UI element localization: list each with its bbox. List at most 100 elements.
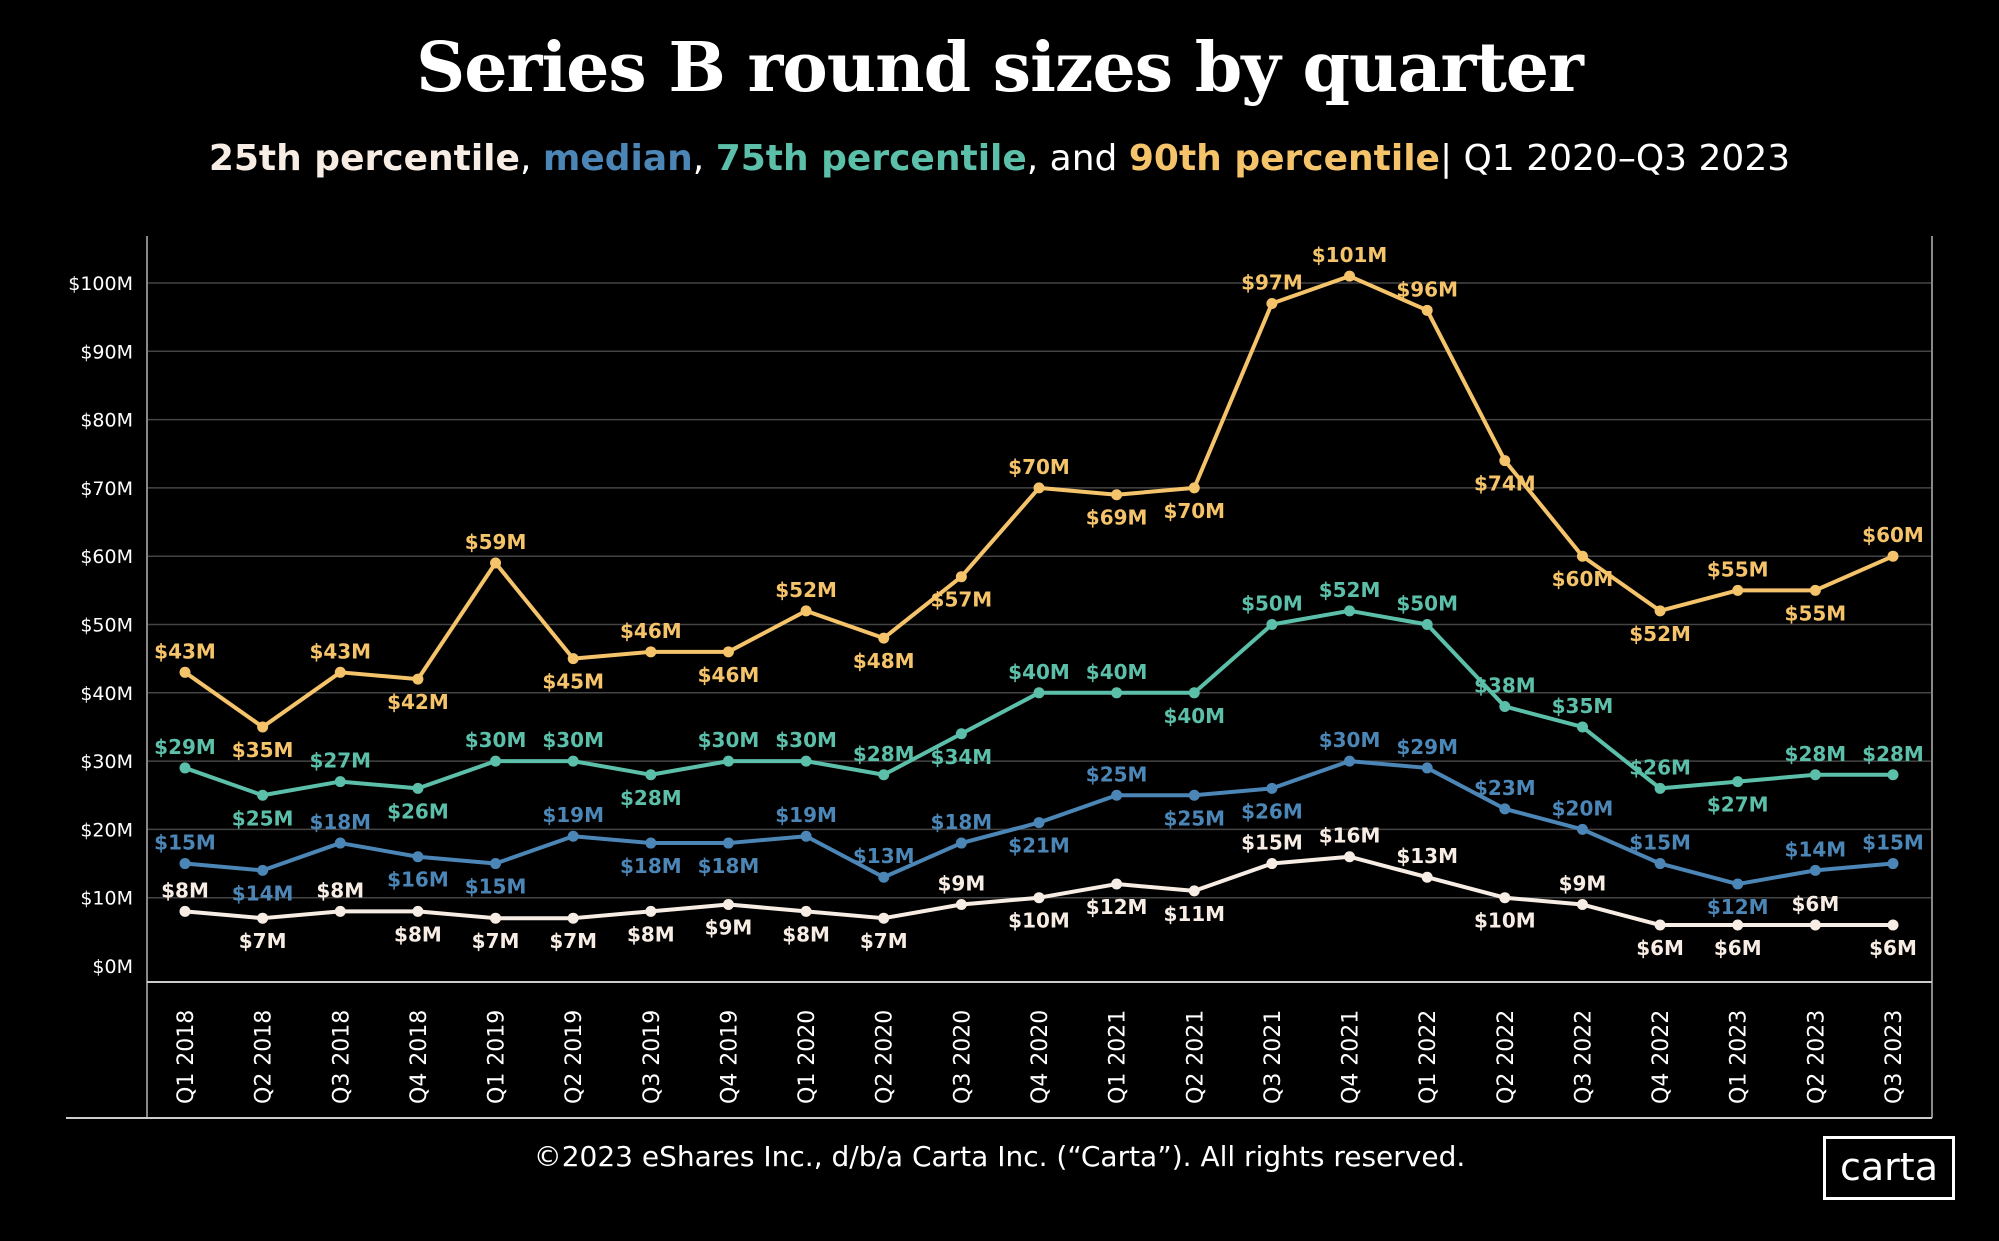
data-label-25th-percentile: $16M [1319, 824, 1381, 848]
subtitle-sep: , [692, 138, 716, 179]
y-tick-label: $30M [80, 751, 133, 773]
data-point-median [1111, 789, 1123, 801]
x-tick-label: Q1 2023 [1727, 1010, 1752, 1104]
data-point-median [1809, 864, 1821, 876]
data-label-25th-percentile: $7M [472, 929, 520, 953]
data-point-90th-percentile [1654, 605, 1666, 617]
data-point-75th-percentile [412, 782, 424, 794]
data-label-90th-percentile: $69M [1086, 506, 1148, 530]
data-point-median [1576, 823, 1588, 835]
data-point-75th-percentile [179, 762, 191, 774]
x-tick-label: Q4 2018 [407, 1010, 432, 1104]
data-label-90th-percentile: $97M [1241, 270, 1303, 294]
data-label-25th-percentile: $7M [239, 929, 287, 953]
data-point-median [1421, 762, 1433, 774]
data-label-median: $19M [542, 803, 604, 827]
data-point-75th-percentile [567, 755, 579, 767]
data-label-median: $30M [1319, 728, 1381, 752]
data-point-75th-percentile [1188, 687, 1200, 699]
data-point-25th-percentile [257, 912, 269, 924]
y-tick-label: $70M [80, 478, 133, 500]
x-tick-label: Q1 2022 [1416, 1010, 1441, 1104]
data-label-25th-percentile: $8M [782, 922, 830, 946]
data-label-25th-percentile: $6M [1636, 936, 1684, 960]
data-label-75th-percentile: $26M [387, 799, 449, 823]
x-tick-label: Q2 2021 [1183, 1010, 1208, 1104]
data-point-median [1266, 782, 1278, 794]
data-point-25th-percentile [1654, 919, 1666, 931]
data-point-25th-percentile [1421, 871, 1433, 883]
data-label-median: $29M [1396, 735, 1458, 759]
data-label-75th-percentile: $25M [232, 806, 294, 830]
data-point-90th-percentile [490, 557, 502, 569]
data-label-75th-percentile: $30M [775, 728, 837, 752]
x-tick-label: Q3 2021 [1261, 1010, 1286, 1104]
data-point-75th-percentile [1809, 769, 1821, 781]
data-label-90th-percentile: $43M [154, 639, 216, 663]
data-label-median: $15M [1862, 831, 1924, 855]
data-label-75th-percentile: $26M [1629, 755, 1691, 779]
data-point-75th-percentile [1732, 776, 1744, 788]
data-label-75th-percentile: $28M [620, 786, 682, 810]
data-label-75th-percentile: $27M [309, 749, 371, 773]
data-label-90th-percentile: $52M [775, 578, 837, 602]
data-point-25th-percentile [334, 905, 346, 917]
y-tick-label: $0M [92, 956, 133, 978]
data-point-90th-percentile [567, 653, 579, 665]
data-label-75th-percentile: $29M [154, 735, 216, 759]
x-tick-label: Q3 2022 [1571, 1010, 1596, 1104]
y-tick-label: $20M [80, 819, 133, 841]
data-point-75th-percentile [257, 789, 269, 801]
data-point-25th-percentile [955, 899, 967, 911]
data-label-75th-percentile: $28M [1785, 742, 1847, 766]
data-label-90th-percentile: $46M [698, 663, 760, 687]
data-point-90th-percentile [1887, 550, 1899, 562]
x-tick-label: Q2 2019 [562, 1010, 587, 1104]
data-label-75th-percentile: $30M [542, 728, 604, 752]
data-label-90th-percentile: $45M [542, 670, 604, 694]
y-tick-label: $100M [68, 273, 133, 295]
data-point-75th-percentile [1266, 619, 1278, 630]
data-label-median: $12M [1707, 895, 1769, 919]
data-label-25th-percentile: $9M [1559, 872, 1607, 896]
data-label-75th-percentile: $40M [1086, 660, 1148, 684]
data-label-75th-percentile: $50M [1241, 592, 1303, 616]
data-point-median [722, 837, 734, 849]
y-tick-label: $40M [80, 683, 133, 705]
x-tick-label: Q2 2020 [873, 1010, 898, 1104]
data-point-25th-percentile [1732, 919, 1744, 931]
data-label-25th-percentile: $6M [1869, 936, 1917, 960]
data-label-25th-percentile: $8M [394, 922, 442, 946]
legend-90th: 90th percentile [1128, 138, 1440, 179]
data-label-median: $18M [931, 810, 993, 834]
data-point-75th-percentile [1111, 687, 1123, 699]
data-point-90th-percentile [800, 605, 812, 617]
legend-75th: 75th percentile [715, 138, 1027, 179]
data-label-25th-percentile: $15M [1241, 831, 1303, 855]
carta-logo: carta [1823, 1136, 1955, 1200]
data-point-25th-percentile [412, 905, 424, 917]
data-point-90th-percentile [645, 646, 657, 658]
data-point-median [257, 864, 269, 876]
data-label-median: $15M [154, 831, 216, 855]
data-label-median: $25M [1086, 762, 1148, 786]
data-point-25th-percentile [800, 905, 812, 917]
data-label-median: $15M [1629, 831, 1691, 855]
data-point-25th-percentile [1188, 885, 1200, 897]
data-label-25th-percentile: $8M [316, 878, 364, 902]
data-point-25th-percentile [179, 905, 191, 917]
data-point-75th-percentile [955, 728, 967, 740]
x-tick-label: Q1 2021 [1106, 1010, 1131, 1104]
data-point-75th-percentile [1576, 721, 1588, 733]
data-point-90th-percentile [1732, 584, 1744, 596]
data-point-25th-percentile [1809, 919, 1821, 931]
x-tick-label: Q3 2019 [640, 1010, 665, 1104]
data-label-median: $20M [1552, 796, 1614, 820]
data-point-25th-percentile [1344, 851, 1356, 863]
x-tick-label: Q1 2019 [485, 1010, 510, 1104]
data-point-90th-percentile [334, 666, 346, 678]
data-point-75th-percentile [490, 755, 502, 767]
data-label-75th-percentile: $52M [1319, 578, 1381, 602]
subtitle-sep: , [519, 138, 543, 179]
data-label-25th-percentile: $8M [161, 878, 209, 902]
